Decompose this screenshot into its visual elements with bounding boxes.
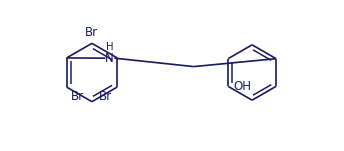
Text: OH: OH [233, 80, 251, 93]
Text: N: N [105, 52, 114, 65]
Text: Br: Br [71, 90, 84, 103]
Text: H: H [106, 42, 113, 52]
Text: Br: Br [85, 26, 98, 39]
Text: Br: Br [99, 90, 112, 103]
